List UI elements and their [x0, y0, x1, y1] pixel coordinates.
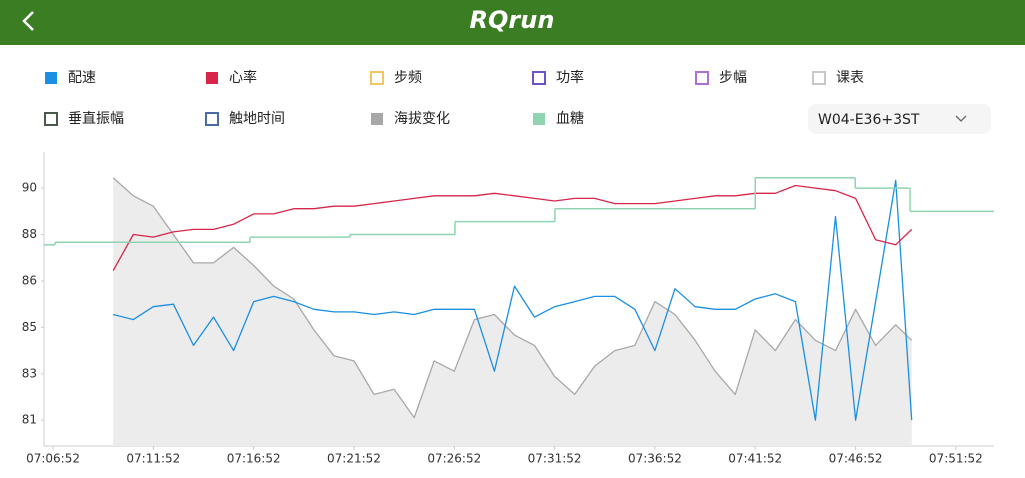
x-tick-label: 07:41:52 [728, 452, 782, 466]
legend-label[interactable]: 步频 [394, 70, 422, 86]
x-tick-label: 07:36:52 [628, 452, 682, 466]
legend-label[interactable]: 触地时间 [229, 111, 285, 127]
legend-swatch[interactable] [44, 112, 58, 126]
x-tick-label: 07:16:52 [227, 452, 281, 466]
y-tick-label: 88 [22, 227, 37, 241]
legend-label[interactable]: 心率 [229, 69, 257, 86]
legend-swatch[interactable] [812, 71, 826, 85]
legend-swatch[interactable] [370, 71, 384, 85]
legend-swatch[interactable] [45, 72, 57, 84]
legend-swatch[interactable] [371, 113, 383, 125]
legend-swatch[interactable] [533, 113, 545, 125]
y-tick-label: 81 [22, 413, 37, 427]
x-tick-label: 07:31:52 [528, 452, 582, 466]
y-tick-label: 86 [22, 273, 37, 287]
x-tick-label: 07:11:52 [126, 452, 180, 466]
x-tick-label: 07:46:52 [829, 452, 883, 466]
series-line [113, 179, 913, 421]
legend-swatch[interactable] [532, 71, 546, 85]
dropdown[interactable] [808, 104, 991, 134]
y-tick-label: 90 [22, 181, 37, 195]
x-tick-label: 07:26:52 [427, 452, 481, 466]
y-tick-label: 83 [22, 366, 37, 380]
dropdown-arrow [955, 115, 967, 122]
elevation-fill [113, 177, 912, 446]
x-tick-label: 07:06:52 [26, 452, 80, 466]
legend-swatch[interactable] [206, 72, 218, 84]
elevation-line [112, 177, 913, 419]
x-tick-label: 07:21:52 [327, 452, 381, 466]
header-bar [0, 0, 1025, 45]
legend-label[interactable]: 血糖 [556, 111, 584, 127]
series-line [112, 184, 913, 271]
legend-label[interactable]: 课表 [836, 70, 864, 86]
legend-label[interactable]: 垂直振幅 [68, 110, 124, 127]
legend-label[interactable]: 配速 [68, 70, 96, 86]
dropdown-value: W04-E36+3ST [818, 112, 920, 128]
legend-label[interactable]: 功率 [556, 69, 584, 86]
legend-label[interactable]: 海拔变化 [394, 111, 450, 127]
app-title: RQrun [470, 6, 555, 34]
y-tick-label: 85 [22, 320, 37, 334]
back-button[interactable] [22, 11, 34, 31]
legend-swatch[interactable] [205, 112, 219, 126]
x-tick-label: 07:51:52 [929, 452, 983, 466]
legend-swatch[interactable] [695, 71, 709, 85]
legend-label[interactable]: 步幅 [719, 70, 747, 86]
